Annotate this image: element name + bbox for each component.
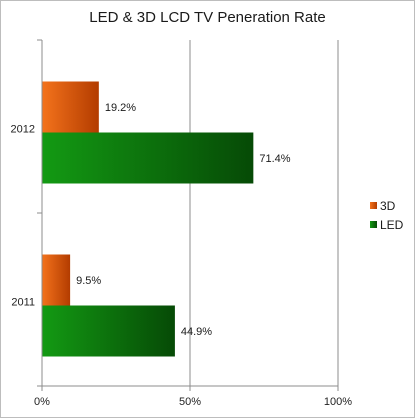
chart-title: LED & 3D LCD TV Peneration Rate	[89, 9, 326, 26]
legend: 3D LED	[370, 199, 404, 232]
y-category-label-2011: 2011	[11, 297, 35, 309]
bar-led-2011	[42, 305, 175, 357]
x-tick-label-50: 50%	[179, 396, 201, 408]
legend-swatch-led	[370, 221, 377, 228]
bar-3d-2012	[42, 81, 99, 133]
legend-label-led: LED	[380, 218, 404, 232]
axis-layer: 0% 50% 100% 2012 2011	[11, 39, 352, 408]
x-tick-label-100: 100%	[324, 396, 352, 408]
x-tick-label-0: 0%	[34, 396, 50, 408]
legend-label-3d: 3D	[380, 199, 396, 213]
bar-led-2012	[42, 132, 254, 184]
data-label-led-2012: 71.4%	[259, 153, 290, 165]
bar-3d-2011	[42, 254, 71, 306]
data-label-3d-2011: 9.5%	[76, 275, 101, 287]
data-label-3d-2012: 19.2%	[105, 102, 136, 114]
grid-layer	[189, 40, 339, 386]
data-label-led-2011: 44.9%	[181, 326, 212, 338]
label-layer: 19.2% 71.4% 9.5% 44.9%	[76, 102, 291, 338]
y-category-label-2012: 2012	[11, 124, 35, 136]
bar-layer	[42, 81, 254, 357]
legend-swatch-3d	[370, 202, 377, 209]
